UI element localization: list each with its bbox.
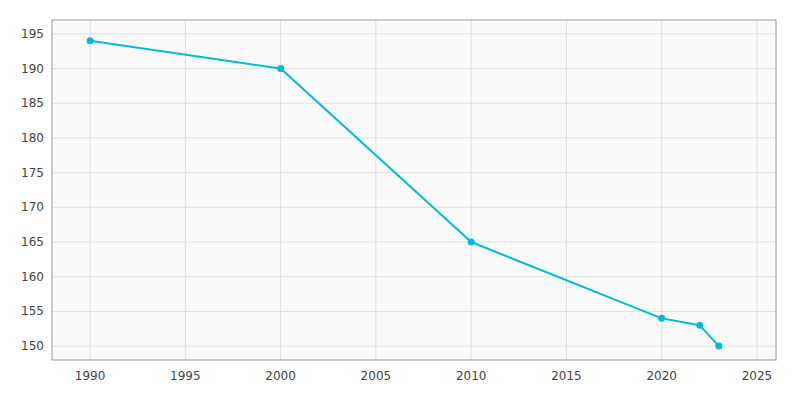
y-tick-label: 170	[21, 200, 44, 214]
marker	[87, 37, 94, 44]
y-tick-label: 185	[21, 96, 44, 110]
grid-line	[185, 20, 186, 360]
y-tick-label: 150	[21, 339, 44, 353]
marker	[715, 343, 722, 350]
grid-line	[52, 346, 776, 347]
plot-frame	[52, 20, 776, 360]
grid-line	[756, 20, 757, 360]
x-tick-label: 2000	[265, 369, 296, 383]
marker	[277, 65, 284, 72]
x-tick-label: 2015	[551, 369, 582, 383]
grid-line	[661, 20, 662, 360]
grid-line	[52, 172, 776, 173]
y-tick-label: 165	[21, 235, 44, 249]
grid-line	[52, 207, 776, 208]
grid-line	[52, 137, 776, 138]
chart: 1990 1995 2000 2005 2010 2015 2020 2025 150 155 16…	[0, 0, 800, 400]
y-tick-label: 175	[21, 166, 44, 180]
grid-line	[52, 311, 776, 312]
tick-labels: 1990 1995 2000 2005 2010 2015 2020 2025 150 155 16…	[21, 27, 772, 383]
y-tick-label: 160	[21, 270, 44, 284]
grid-line	[375, 20, 376, 360]
chart-container: 1990 1995 2000 2005 2010 2015 2020 2025 150 155 16…	[0, 0, 800, 400]
grid-line	[52, 276, 776, 277]
x-tick-label: 1995	[170, 369, 201, 383]
y-tick-label: 190	[21, 62, 44, 76]
marker	[468, 239, 475, 246]
grid-line	[52, 103, 776, 104]
marker	[696, 322, 703, 329]
grid-line	[471, 20, 472, 360]
grid-line	[52, 68, 776, 69]
line	[90, 41, 719, 346]
x-tick-label: 2005	[361, 369, 392, 383]
x-tick-label: 2010	[456, 369, 487, 383]
series	[87, 37, 723, 349]
x-tick-label: 1990	[75, 369, 106, 383]
grid-line	[566, 20, 567, 360]
grid-line	[52, 242, 776, 243]
grid	[52, 20, 776, 360]
marker	[658, 315, 665, 322]
grid-line	[52, 33, 776, 34]
y-tick-label: 155	[21, 304, 44, 318]
x-tick-label: 2020	[646, 369, 677, 383]
x-tick-label: 2025	[742, 369, 773, 383]
y-tick-label: 195	[21, 27, 44, 41]
plot-area	[52, 20, 776, 360]
grid-line	[90, 20, 91, 360]
y-tick-label: 180	[21, 131, 44, 145]
